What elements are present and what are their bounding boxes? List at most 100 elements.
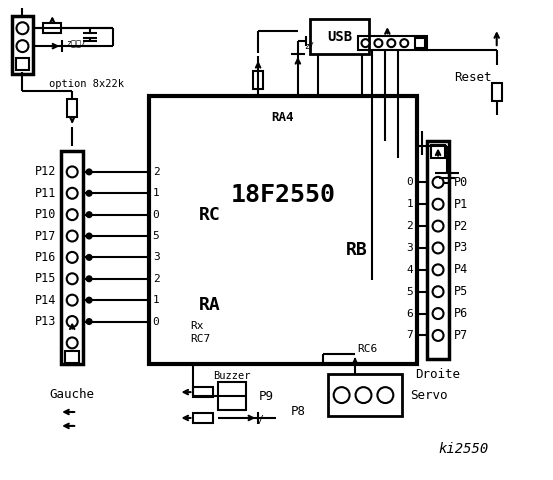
Text: Servo: Servo	[410, 389, 448, 402]
Text: 0: 0	[153, 316, 159, 326]
Text: P17: P17	[35, 229, 56, 242]
Bar	[328, 374, 402, 416]
Circle shape	[333, 387, 349, 403]
Circle shape	[67, 316, 77, 327]
Circle shape	[356, 387, 372, 403]
Text: 3: 3	[406, 243, 413, 253]
Bar	[194, 387, 213, 397]
Circle shape	[362, 39, 369, 47]
Text: 5: 5	[406, 287, 413, 297]
Bar	[427, 141, 449, 360]
Text: P12: P12	[35, 166, 56, 179]
Text: RC: RC	[199, 206, 220, 224]
Text: P4: P4	[454, 264, 468, 276]
Circle shape	[432, 242, 444, 253]
Text: Buzzer: Buzzer	[213, 371, 251, 381]
Circle shape	[17, 40, 28, 52]
Circle shape	[87, 255, 92, 260]
Circle shape	[87, 191, 92, 196]
Text: P14: P14	[35, 294, 56, 307]
Circle shape	[87, 212, 92, 217]
Text: 0: 0	[406, 177, 413, 187]
Text: 4: 4	[406, 265, 413, 275]
Bar	[149, 96, 417, 364]
Bar	[194, 413, 213, 423]
Circle shape	[67, 337, 77, 348]
Text: Droite: Droite	[415, 368, 461, 381]
Bar	[12, 16, 33, 74]
Circle shape	[432, 221, 444, 231]
Text: Rx: Rx	[190, 322, 204, 332]
Circle shape	[67, 295, 77, 306]
Text: RA4: RA4	[272, 111, 294, 124]
Bar	[43, 23, 61, 33]
Text: 1: 1	[153, 188, 159, 198]
Text: P2: P2	[454, 219, 468, 233]
Circle shape	[377, 387, 393, 403]
Text: USB: USB	[327, 30, 352, 44]
Text: 5: 5	[153, 231, 159, 241]
Text: 2: 2	[406, 221, 413, 231]
Text: P10: P10	[35, 208, 56, 221]
Bar	[431, 144, 445, 158]
Bar	[358, 36, 427, 50]
Circle shape	[87, 169, 92, 174]
Bar	[15, 58, 29, 70]
Text: P3: P3	[454, 241, 468, 254]
Text: option 8x22k: option 8x22k	[49, 79, 124, 89]
Text: 18F2550: 18F2550	[231, 183, 336, 207]
Text: P16: P16	[35, 251, 56, 264]
Circle shape	[67, 167, 77, 178]
Text: P7: P7	[454, 329, 468, 342]
Text: 3: 3	[153, 252, 159, 263]
Text: 1: 1	[406, 199, 413, 209]
Circle shape	[67, 188, 77, 199]
Text: P15: P15	[35, 272, 56, 285]
Text: z/: z/	[304, 42, 314, 50]
Bar	[310, 19, 369, 54]
Circle shape	[87, 298, 92, 302]
Circle shape	[67, 273, 77, 284]
Text: P0: P0	[454, 176, 468, 189]
Text: P13: P13	[35, 315, 56, 328]
Text: /: /	[257, 415, 263, 425]
Circle shape	[432, 199, 444, 210]
Circle shape	[387, 39, 395, 47]
Circle shape	[67, 230, 77, 241]
Text: ki2550: ki2550	[439, 442, 489, 456]
Text: 2: 2	[153, 167, 159, 177]
Text: 2: 2	[153, 274, 159, 284]
Bar	[218, 382, 246, 410]
Text: 6: 6	[406, 309, 413, 319]
Circle shape	[67, 252, 77, 263]
Text: z​​∕: z​​∕	[66, 40, 86, 48]
Text: Gauche: Gauche	[50, 388, 95, 401]
Circle shape	[432, 308, 444, 319]
Bar	[61, 151, 83, 364]
Bar	[492, 83, 502, 101]
Bar	[253, 71, 263, 89]
Circle shape	[67, 209, 77, 220]
Circle shape	[87, 319, 92, 324]
Text: 7: 7	[406, 330, 413, 340]
Text: RB: RB	[346, 241, 368, 259]
Bar	[67, 99, 77, 117]
Circle shape	[432, 286, 444, 297]
Circle shape	[432, 264, 444, 276]
Circle shape	[400, 39, 408, 47]
Circle shape	[87, 234, 92, 239]
Text: P5: P5	[454, 285, 468, 298]
Text: RA: RA	[199, 296, 220, 313]
Text: P8: P8	[290, 406, 305, 419]
Text: P6: P6	[454, 307, 468, 320]
Text: Reset: Reset	[454, 72, 492, 84]
Circle shape	[432, 177, 444, 188]
Text: P1: P1	[454, 198, 468, 211]
Text: 0: 0	[153, 210, 159, 220]
Text: RC6: RC6	[358, 344, 378, 354]
Circle shape	[87, 276, 92, 281]
Circle shape	[374, 39, 382, 47]
Circle shape	[432, 330, 444, 341]
Bar	[65, 351, 79, 363]
Text: P11: P11	[35, 187, 56, 200]
